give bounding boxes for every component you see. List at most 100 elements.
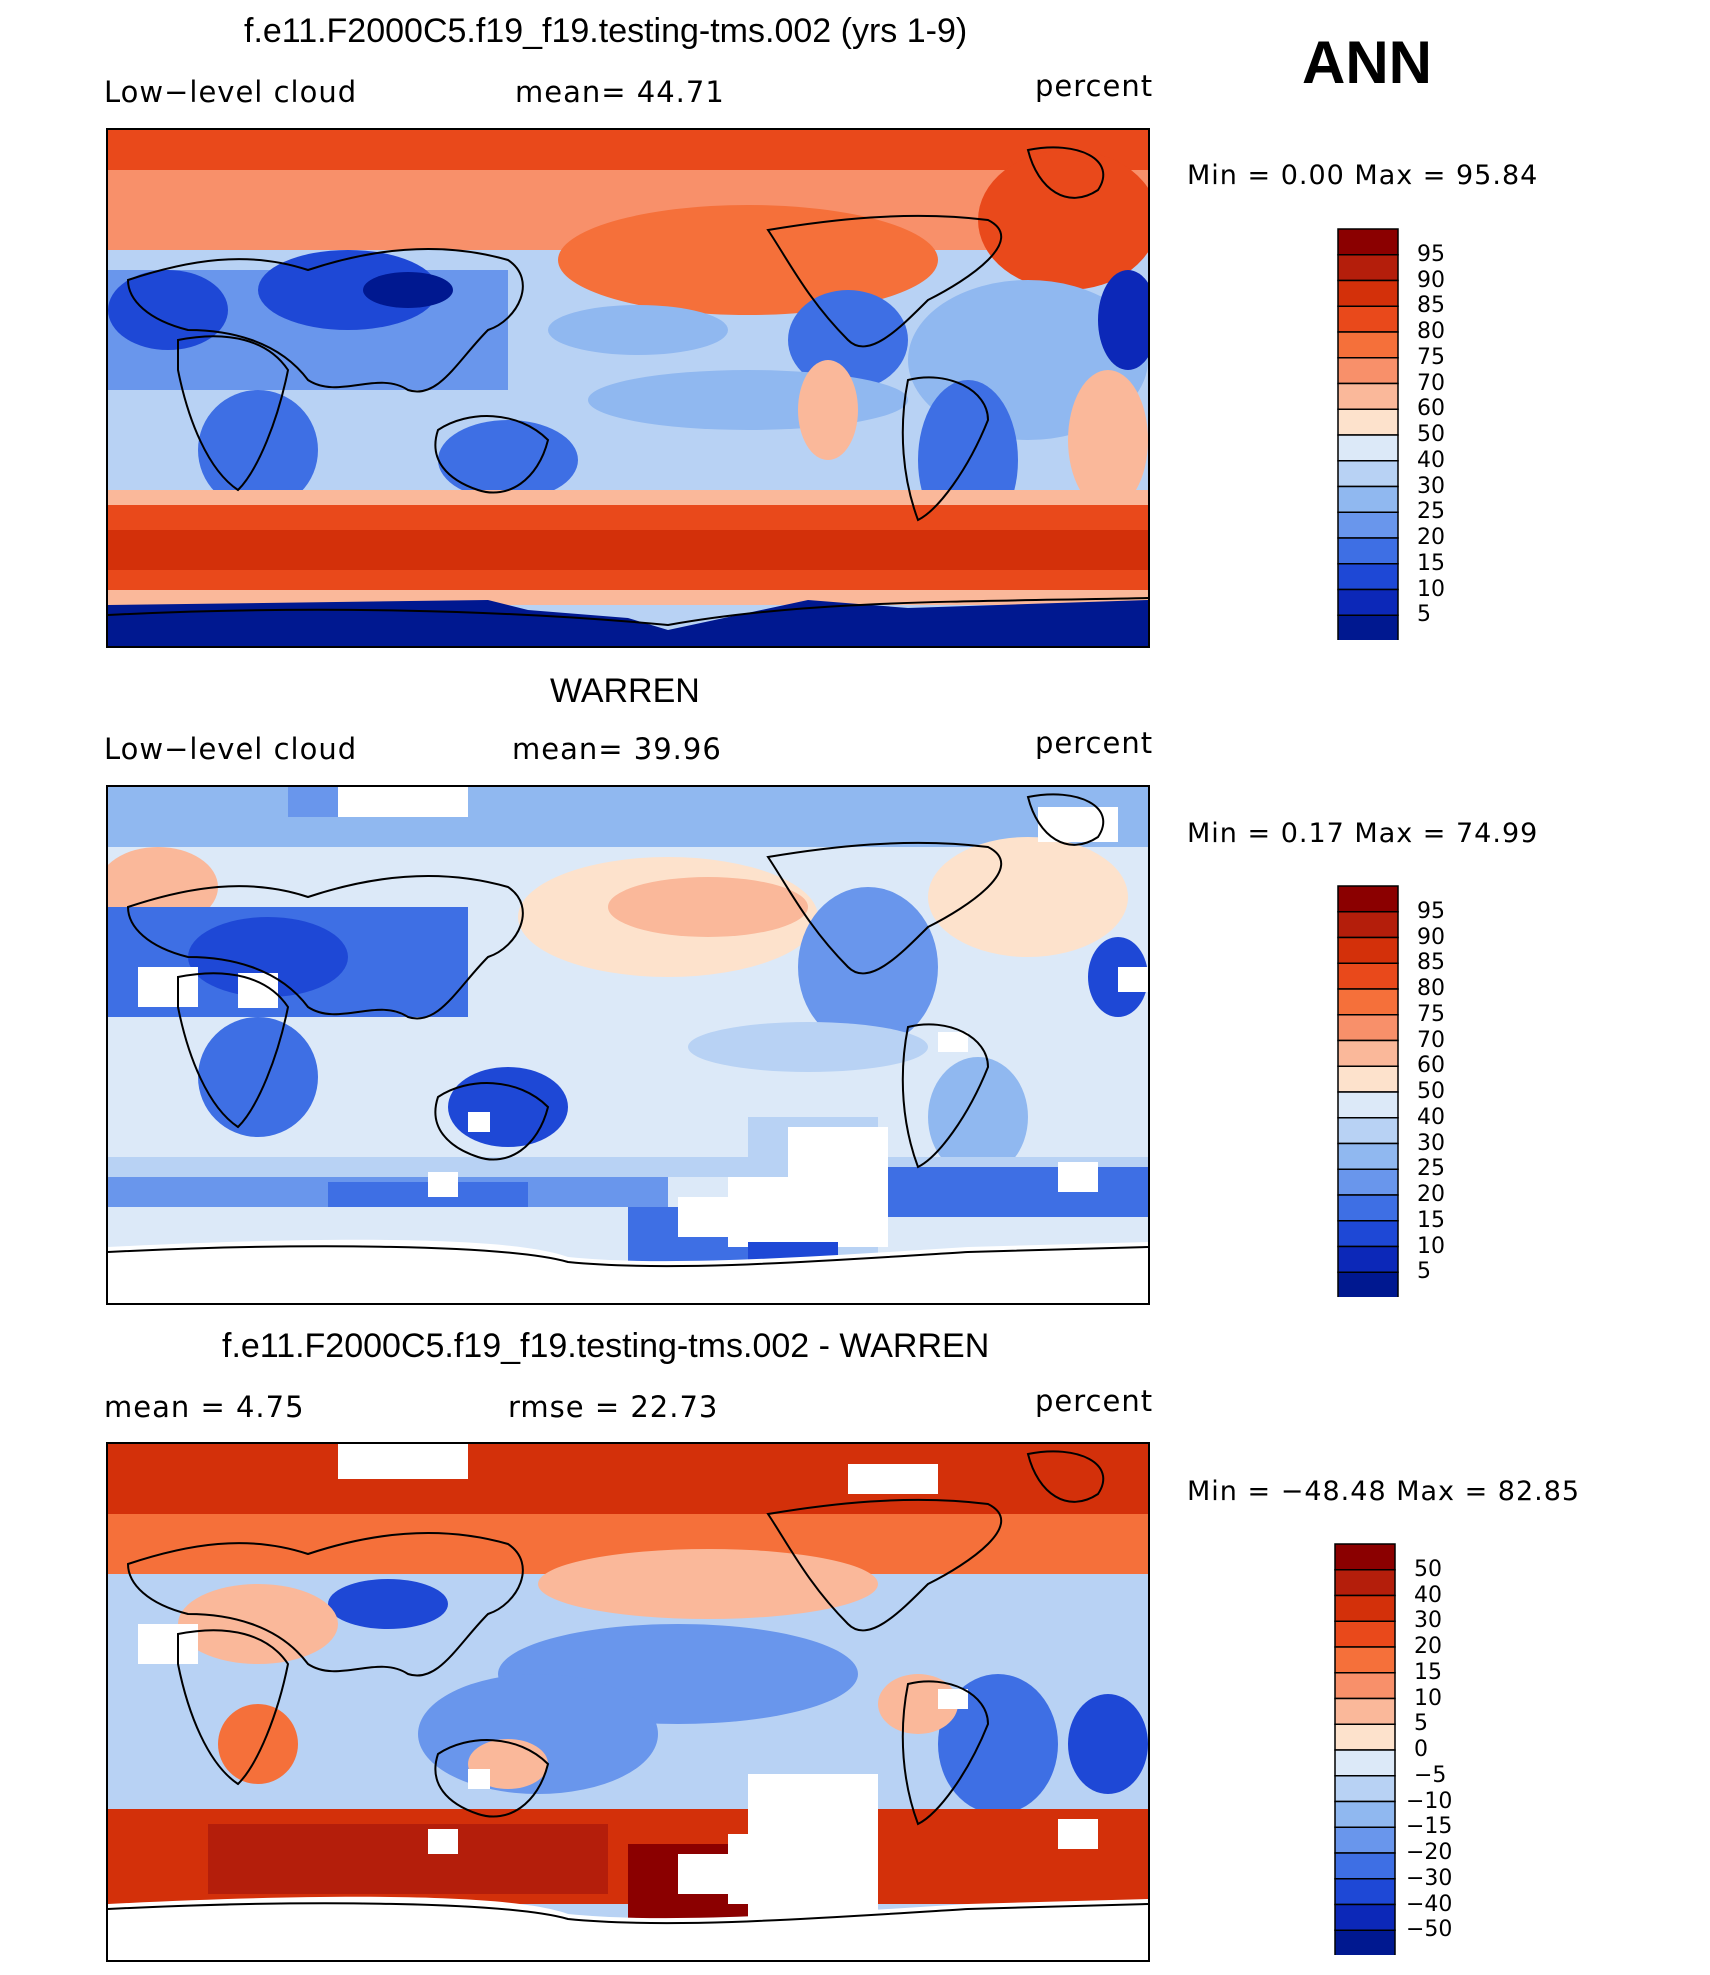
panel1-map — [106, 128, 1150, 648]
colorbar-swatch — [1337, 357, 1399, 385]
colorbar-tick-label: 20 — [1417, 1182, 1445, 1207]
panel3-mean-label: mean = 4.75 — [104, 1390, 305, 1424]
colorbar-swatch — [1337, 936, 1399, 964]
colorbar-tick-label: 20 — [1414, 1634, 1442, 1659]
panel1-field — [108, 130, 1148, 646]
colorbar-tick-label: 85 — [1417, 950, 1445, 976]
colorbar-tick-label: 5 — [1417, 1259, 1431, 1285]
panel1-units-label: percent — [1035, 69, 1154, 103]
panel2-minmax: Min = 0.17 Max = 74.99 — [1187, 818, 1539, 849]
colorbar-swatch — [1337, 1245, 1399, 1273]
colorbar-tick-label: 25 — [1417, 1156, 1445, 1182]
colorbar-swatch — [1337, 1194, 1399, 1222]
colorbar-tick-label: 70 — [1417, 1027, 1445, 1053]
colorbar-tick-label: 50 — [1414, 1556, 1442, 1582]
colorbar-swatch — [1337, 537, 1399, 565]
panel3-colorbar: 50 40 30 20 15 10 5 0 −5 −10 −15 −20 −30 −40 −50 — [1334, 1543, 1452, 1959]
colorbar-swatch — [1337, 279, 1399, 307]
colorbar-tick-label: −5 — [1414, 1762, 1447, 1788]
colorbar-swatch — [1334, 1697, 1396, 1725]
colorbar-tick-label: 15 — [1417, 1207, 1445, 1233]
panel2-mean-label: mean= 39.96 — [512, 732, 722, 766]
colorbar-swatch — [1337, 434, 1399, 462]
colorbar-tick-label: 40 — [1417, 1104, 1445, 1130]
panel3-colorbar-swatches — [1334, 1543, 1396, 1957]
colorbar-swatch — [1337, 382, 1399, 410]
panel2-title: WARREN — [550, 672, 700, 710]
panel3-units-label: percent — [1035, 1384, 1154, 1418]
colorbar-tick-label: 50 — [1417, 1079, 1445, 1104]
colorbar-tick-label: −15 — [1406, 1814, 1453, 1840]
colorbar-swatch — [1337, 614, 1399, 642]
colorbar-tick-label: 40 — [1414, 1582, 1442, 1608]
colorbar-tick-label: 25 — [1417, 499, 1445, 525]
colorbar-tick-label: 30 — [1417, 1130, 1445, 1156]
colorbar-swatch — [1337, 962, 1399, 990]
panel3-minmax: Min = −48.48 Max = 82.85 — [1187, 1476, 1581, 1507]
panel3-rmse-label: rmse = 22.73 — [508, 1390, 719, 1424]
colorbar-tick-label: −50 — [1406, 1917, 1453, 1943]
colorbar-tick-label: 60 — [1417, 396, 1445, 422]
colorbar-tick-label: 95 — [1417, 898, 1445, 924]
panel3-map — [106, 1442, 1150, 1962]
colorbar-tick-label: 30 — [1417, 473, 1445, 499]
colorbar-tick-label: 40 — [1417, 447, 1445, 473]
colorbar-swatch — [1334, 1852, 1396, 1880]
colorbar-tick-label: 95 — [1417, 241, 1445, 267]
panel1-minmax: Min = 0.00 Max = 95.84 — [1187, 160, 1539, 191]
colorbar-tick-label: 80 — [1417, 976, 1445, 1001]
colorbar-swatch — [1337, 485, 1399, 513]
colorbar-tick-label: 10 — [1414, 1685, 1442, 1711]
colorbar-tick-label: 15 — [1417, 550, 1445, 576]
colorbar-tick-label: 50 — [1417, 422, 1445, 447]
colorbar-swatch — [1337, 254, 1399, 282]
season-label: ANN — [1302, 29, 1432, 96]
colorbar-tick-label: 90 — [1417, 267, 1445, 293]
colorbar-tick-label: 20 — [1417, 525, 1445, 550]
colorbar-swatch — [1334, 1749, 1396, 1777]
colorbar-tick-label: 0 — [1414, 1737, 1428, 1762]
colorbar-tick-label: 15 — [1414, 1659, 1442, 1685]
colorbar-swatch — [1334, 1903, 1396, 1931]
colorbar-tick-label: 60 — [1417, 1053, 1445, 1079]
colorbar-swatch — [1337, 885, 1399, 913]
colorbar-swatch — [1334, 1594, 1396, 1622]
colorbar-swatch — [1337, 408, 1399, 436]
colorbar-swatch — [1337, 511, 1399, 539]
colorbar-swatch — [1334, 1543, 1396, 1571]
colorbar-swatch — [1337, 331, 1399, 359]
colorbar-swatch — [1337, 1117, 1399, 1145]
colorbar-swatch — [1334, 1775, 1396, 1803]
panel3-field — [108, 1444, 1148, 1960]
panel2-colorbar: 95 90 85 80 75 70 60 50 40 30 25 20 15 10 5 — [1337, 885, 1445, 1301]
colorbar-swatch — [1337, 1014, 1399, 1042]
colorbar-swatch — [1334, 1723, 1396, 1751]
colorbar-swatch — [1337, 460, 1399, 488]
colorbar-tick-label: −20 — [1406, 1840, 1453, 1865]
panel2-field — [108, 787, 1148, 1303]
colorbar-swatch — [1337, 1271, 1399, 1299]
colorbar-swatch — [1334, 1646, 1396, 1674]
colorbar-tick-label: 10 — [1417, 1233, 1445, 1259]
colorbar-tick-label: −10 — [1406, 1788, 1453, 1814]
colorbar-swatch — [1334, 1929, 1396, 1957]
colorbar-swatch — [1337, 1039, 1399, 1067]
colorbar-tick-label: 85 — [1417, 293, 1445, 319]
colorbar-swatch — [1337, 1220, 1399, 1248]
colorbar-tick-label: 30 — [1414, 1608, 1442, 1634]
panel2-colorbar-swatches — [1337, 885, 1399, 1299]
colorbar-tick-label: 5 — [1417, 602, 1431, 628]
colorbar-tick-label: −40 — [1406, 1891, 1453, 1917]
colorbar-tick-label: 80 — [1417, 319, 1445, 344]
panel1-mean-label: mean= 44.71 — [515, 75, 725, 109]
panel1-colorbar-swatches — [1337, 228, 1399, 642]
colorbar-swatch — [1337, 563, 1399, 591]
colorbar-swatch — [1337, 1091, 1399, 1119]
colorbar-swatch — [1334, 1800, 1396, 1828]
panel2-map — [106, 785, 1150, 1305]
colorbar-swatch — [1337, 1065, 1399, 1093]
colorbar-swatch — [1337, 588, 1399, 616]
panel1-colorbar: 95 90 85 80 75 70 60 50 40 30 25 20 15 10 5 — [1337, 228, 1445, 644]
colorbar-swatch — [1337, 1142, 1399, 1170]
colorbar-tick-label: 5 — [1414, 1711, 1428, 1737]
